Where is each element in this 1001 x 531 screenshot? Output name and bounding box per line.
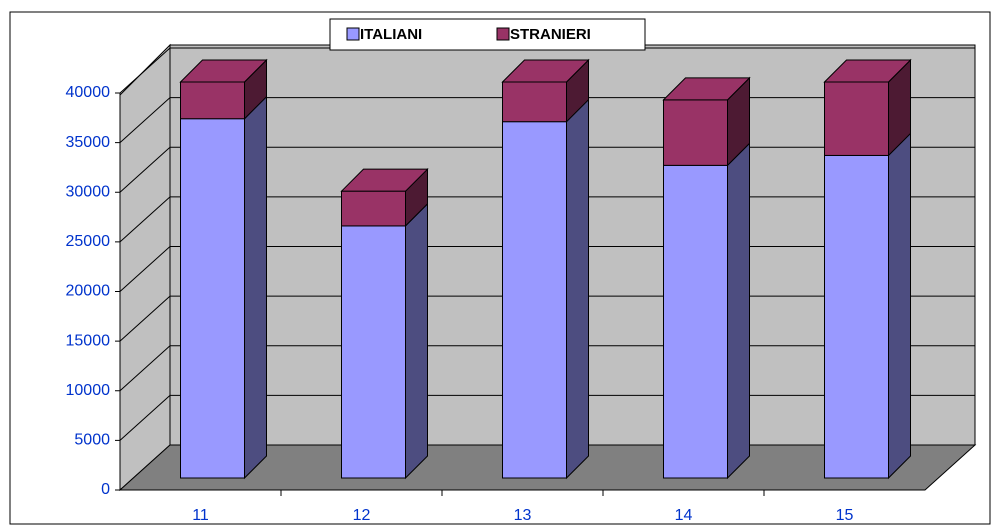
bar-side	[244, 95, 267, 480]
x-tick-label: 15	[836, 507, 854, 524]
y-tick-label: 0	[101, 481, 110, 498]
y-tick-label: 20000	[66, 283, 111, 300]
bar-top	[340, 168, 429, 192]
y-tick-label: 35000	[66, 134, 111, 151]
bar-front	[341, 190, 406, 227]
bar-top	[179, 59, 268, 83]
x-tick-label: 11	[192, 507, 209, 524]
bar-side	[566, 98, 589, 480]
bar-front	[502, 121, 567, 479]
bar-front	[341, 225, 406, 479]
x-tick-label: 14	[675, 507, 693, 524]
y-tick-label: 15000	[66, 332, 111, 349]
bar-top	[501, 59, 590, 83]
bar-front	[663, 99, 728, 166]
bar-top	[823, 59, 912, 83]
side-wall	[119, 43, 171, 492]
y-tick-label: 40000	[66, 84, 111, 101]
bar-front	[502, 81, 567, 123]
bar-front	[824, 154, 889, 479]
legend-swatch	[496, 27, 510, 41]
bar-front	[663, 164, 728, 479]
bar-top	[662, 77, 751, 101]
y-tick-label: 30000	[66, 183, 111, 200]
bar-front	[824, 81, 889, 156]
grid-line	[119, 47, 975, 94]
y-tick-label: 5000	[74, 432, 110, 449]
legend-label: ITALIANI	[360, 26, 422, 43]
x-tick-label: 13	[514, 507, 532, 524]
legend-swatch	[346, 27, 360, 41]
legend-label: STRANIERI	[510, 26, 591, 43]
bar-side	[727, 142, 750, 480]
bar-front	[180, 118, 245, 479]
y-tick-label: 25000	[66, 233, 111, 250]
y-tick-label: 10000	[66, 382, 111, 399]
bar-side	[405, 202, 428, 480]
x-tick-label: 12	[353, 507, 371, 524]
legend	[329, 18, 646, 51]
bar-front	[180, 81, 245, 120]
bar-side	[888, 132, 911, 480]
